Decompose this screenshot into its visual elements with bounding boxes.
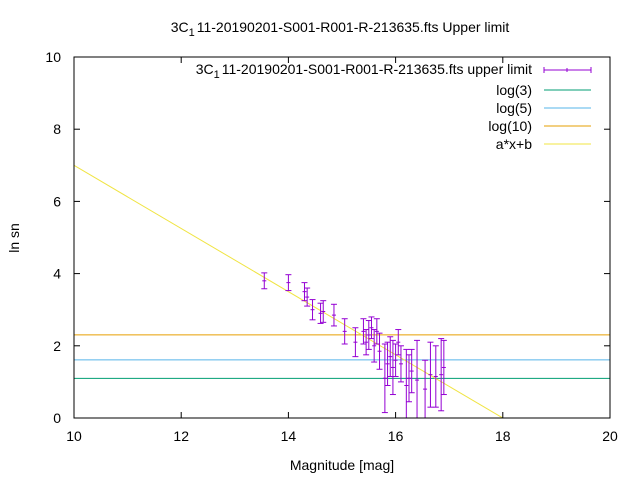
data-point [414, 339, 421, 419]
y-tick-label: 10 [45, 49, 61, 65]
data-point [368, 316, 375, 340]
data-point [440, 339, 447, 396]
data-point [397, 345, 404, 383]
y-tick-label: 0 [53, 410, 61, 426]
data-point [389, 339, 396, 396]
x-tick-label: 16 [388, 428, 404, 444]
legend-label-series-1-subscript: 1 [214, 69, 220, 81]
legend-label-fit-line: a*x+b [496, 136, 532, 152]
data-point [285, 274, 292, 292]
data-point [330, 303, 337, 327]
data-point [406, 354, 412, 403]
legend-label-log10: log(10) [488, 118, 532, 134]
data-point [320, 300, 327, 323]
chart-title: 3C1 11-20190201-S001-R001-R-213635.fts Up… [171, 19, 510, 39]
legend-label-log3: log(3) [496, 82, 532, 98]
data-point [422, 359, 429, 419]
data-point [317, 302, 324, 324]
x-tick-label: 12 [173, 428, 189, 444]
y-tick-label: 6 [53, 193, 61, 209]
chart-title-main: 3C [171, 19, 189, 35]
legend-label-series-1: 3C1 11-20190201-S001-R001-R-213635.fts up… [196, 61, 532, 81]
legend: 3C1 11-20190201-S001-R001-R-213635.fts up… [196, 61, 592, 152]
x-tick-label: 20 [602, 428, 618, 444]
x-axis-label: Magnitude [mag] [290, 457, 394, 473]
data-point [373, 318, 380, 345]
x-tick-label: 10 [66, 428, 82, 444]
data-point [376, 332, 383, 370]
plot-border [73, 56, 611, 419]
legend-label-log5: log(5) [496, 100, 532, 116]
data-point [301, 282, 308, 302]
data-point [309, 299, 316, 321]
data-point [392, 343, 399, 377]
data-point [261, 272, 268, 290]
data-point [381, 343, 388, 414]
data-point [384, 341, 391, 387]
data-point [427, 341, 434, 408]
data-point [352, 327, 359, 358]
data-point [363, 329, 370, 356]
data-point [365, 320, 372, 350]
chart-title-subscript: 1 [189, 27, 195, 39]
x-tick-label: 14 [281, 428, 297, 444]
plot-lines-layer [74, 164, 610, 418]
legend-label-series-1-main: 3C [196, 61, 214, 77]
data-point [408, 348, 415, 394]
legend-label-series-1-rest: 11-20190201-S001-R001-R-213635.fts upper… [222, 61, 532, 77]
y-tick-label: 8 [53, 121, 61, 137]
data-point [341, 318, 348, 345]
data-point [371, 329, 378, 363]
data-point [387, 336, 394, 377]
data-point [304, 287, 311, 307]
y-axis-label: ln sn [6, 223, 22, 253]
data-points-layer [261, 272, 447, 419]
data-point [432, 345, 439, 408]
data-point [360, 318, 367, 345]
axis-ticks-layer: 10 12 14 16 18 20 0 2 4 6 8 10 [45, 49, 618, 444]
data-point [395, 329, 402, 356]
fit-line [74, 164, 504, 418]
legend-sample-series-1 [543, 67, 592, 73]
chart-title-rest: 11-20190201-S001-R001-R-213635.fts Upper… [197, 19, 510, 35]
y-tick-label: 4 [53, 266, 61, 282]
data-point [438, 338, 445, 412]
y-tick-label: 2 [53, 338, 61, 354]
x-tick-label: 18 [495, 428, 511, 444]
